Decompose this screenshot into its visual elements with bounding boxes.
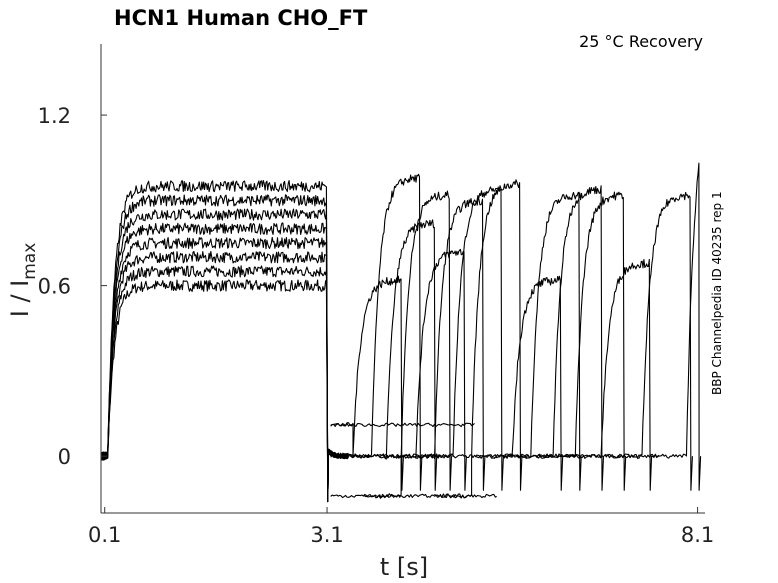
y-tick-label: 1.2 [38, 104, 71, 128]
prepulse-trace [100, 236, 349, 503]
test-pulse-trace [415, 186, 504, 491]
baseline-trace [330, 493, 497, 499]
prepulse-trace [100, 208, 349, 503]
prepulse-trace [100, 194, 349, 503]
x-axis-label: t [s] [380, 553, 428, 581]
test-pulse-trace [378, 248, 467, 491]
side-label-group: BBP Channelpedia ID 40235 rep 1 [710, 191, 724, 395]
x-axis-ticks: 0.1 3.1 8.1 [88, 507, 714, 547]
plot-area [100, 162, 702, 503]
test-pulse-trace [330, 275, 404, 491]
test-pulse-trace [563, 258, 653, 491]
y-axis-label-sub: max [20, 243, 40, 280]
prepulse-trace [100, 279, 349, 503]
test-pulse-trace [334, 173, 423, 491]
y-tick-label: 0.6 [38, 275, 71, 299]
prepulse-trace [100, 222, 349, 503]
test-pulse-trace [493, 191, 582, 491]
test-pulse-trace [604, 191, 693, 491]
test-pulse-trace [363, 190, 453, 499]
test-pulse-trace [396, 197, 486, 491]
baseline-trace [330, 453, 661, 459]
test-pulse-trace [538, 191, 627, 491]
prepulse-trace [100, 250, 349, 503]
test-pulse-trace [434, 179, 523, 499]
trace-group [100, 162, 702, 503]
svg-text:I / Imax: I / Imax [6, 243, 40, 318]
y-axis-ticks: 0 0.6 1.2 [38, 104, 107, 469]
x-tick-label: 8.1 [681, 523, 714, 547]
y-axis-label-main: I / I [6, 280, 34, 318]
y-axis-label: I / Imax [6, 243, 40, 318]
prepulse-trace [100, 265, 349, 503]
temperature-annotation: 25 °C Recovery [579, 32, 703, 51]
test-pulse-trace [348, 219, 438, 491]
prepulse-trace [100, 179, 349, 503]
baseline-trace [330, 422, 475, 428]
x-tick-label: 0.1 [88, 523, 121, 547]
x-tick-label: 3.1 [310, 523, 343, 547]
test-pulse-trace [649, 162, 702, 491]
chart-title: HCN1 Human CHO_FT [114, 6, 368, 30]
y-tick-label: 0 [58, 445, 71, 469]
side-label: BBP Channelpedia ID 40235 rep 1 [710, 191, 724, 395]
